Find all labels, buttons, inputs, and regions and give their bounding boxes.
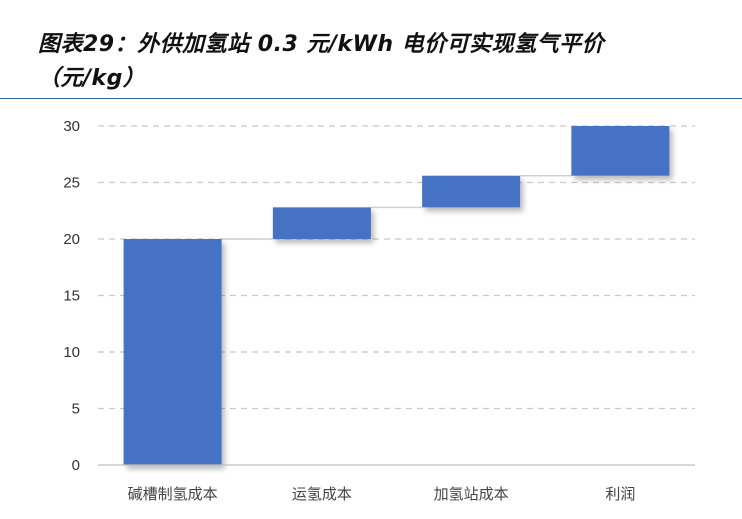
x-category-label: 运氢成本 — [292, 485, 352, 503]
chart-title-line2: （元/kg） — [38, 66, 146, 91]
y-tick-label: 25 — [63, 175, 80, 192]
x-category-label: 加氢站成本 — [434, 485, 509, 503]
bar-1 — [272, 207, 371, 239]
x-category-label: 碱槽制氢成本 — [128, 485, 218, 503]
y-tick-label: 30 — [63, 118, 80, 135]
y-tick-label: 15 — [63, 288, 80, 305]
bar-3 — [571, 126, 670, 176]
bars — [123, 126, 670, 465]
connectors — [221, 174, 572, 240]
bar-2 — [422, 175, 521, 208]
y-tick-label: 20 — [63, 231, 80, 248]
x-category-label: 利润 — [605, 485, 635, 503]
title-divider — [0, 98, 742, 99]
chart-title: 图表29：外供加氢站 0.3 元/kWh 电价可实现氢气平价 （元/kg） — [38, 28, 728, 96]
y-axis-ticks: 0 5 10 15 20 25 30 — [63, 118, 80, 474]
category-labels: 碱槽制氢成本 运氢成本 加氢站成本 利润 — [128, 485, 636, 503]
bar-0 — [123, 239, 222, 465]
y-tick-label: 5 — [72, 401, 80, 418]
chart-title-line1: 图表29：外供加氢站 0.3 元/kWh 电价可实现氢气平价 — [38, 32, 605, 57]
y-tick-label: 10 — [63, 344, 80, 361]
y-tick-label: 0 — [72, 457, 80, 474]
